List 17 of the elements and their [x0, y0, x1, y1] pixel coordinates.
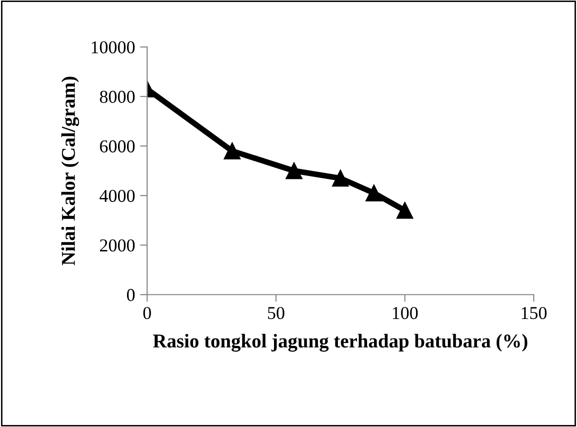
x-tick-label: 100: [392, 306, 418, 320]
x-tick-label: 50: [268, 306, 284, 320]
x-axis-title: Rasio tongkol jagung terhadap batubara (%): [153, 334, 528, 352]
y-tick-label: 2000: [100, 239, 135, 252]
y-tick-label: 10000: [92, 41, 135, 54]
y-tick-label: 4000: [100, 190, 135, 202]
point: [396, 202, 414, 219]
point: [224, 142, 241, 160]
y-tick-label: 0: [126, 288, 135, 302]
point: [286, 162, 302, 180]
y-axis-title: Nilai Kalor (Cal/gram): [61, 76, 80, 266]
point: [366, 184, 382, 202]
point: [332, 170, 349, 187]
x-tick-label: 0: [143, 306, 151, 320]
y-tick-label: 8000: [100, 90, 135, 103]
x-tick-label: 150: [522, 306, 547, 320]
y-tick-label: 6000: [100, 140, 135, 152]
